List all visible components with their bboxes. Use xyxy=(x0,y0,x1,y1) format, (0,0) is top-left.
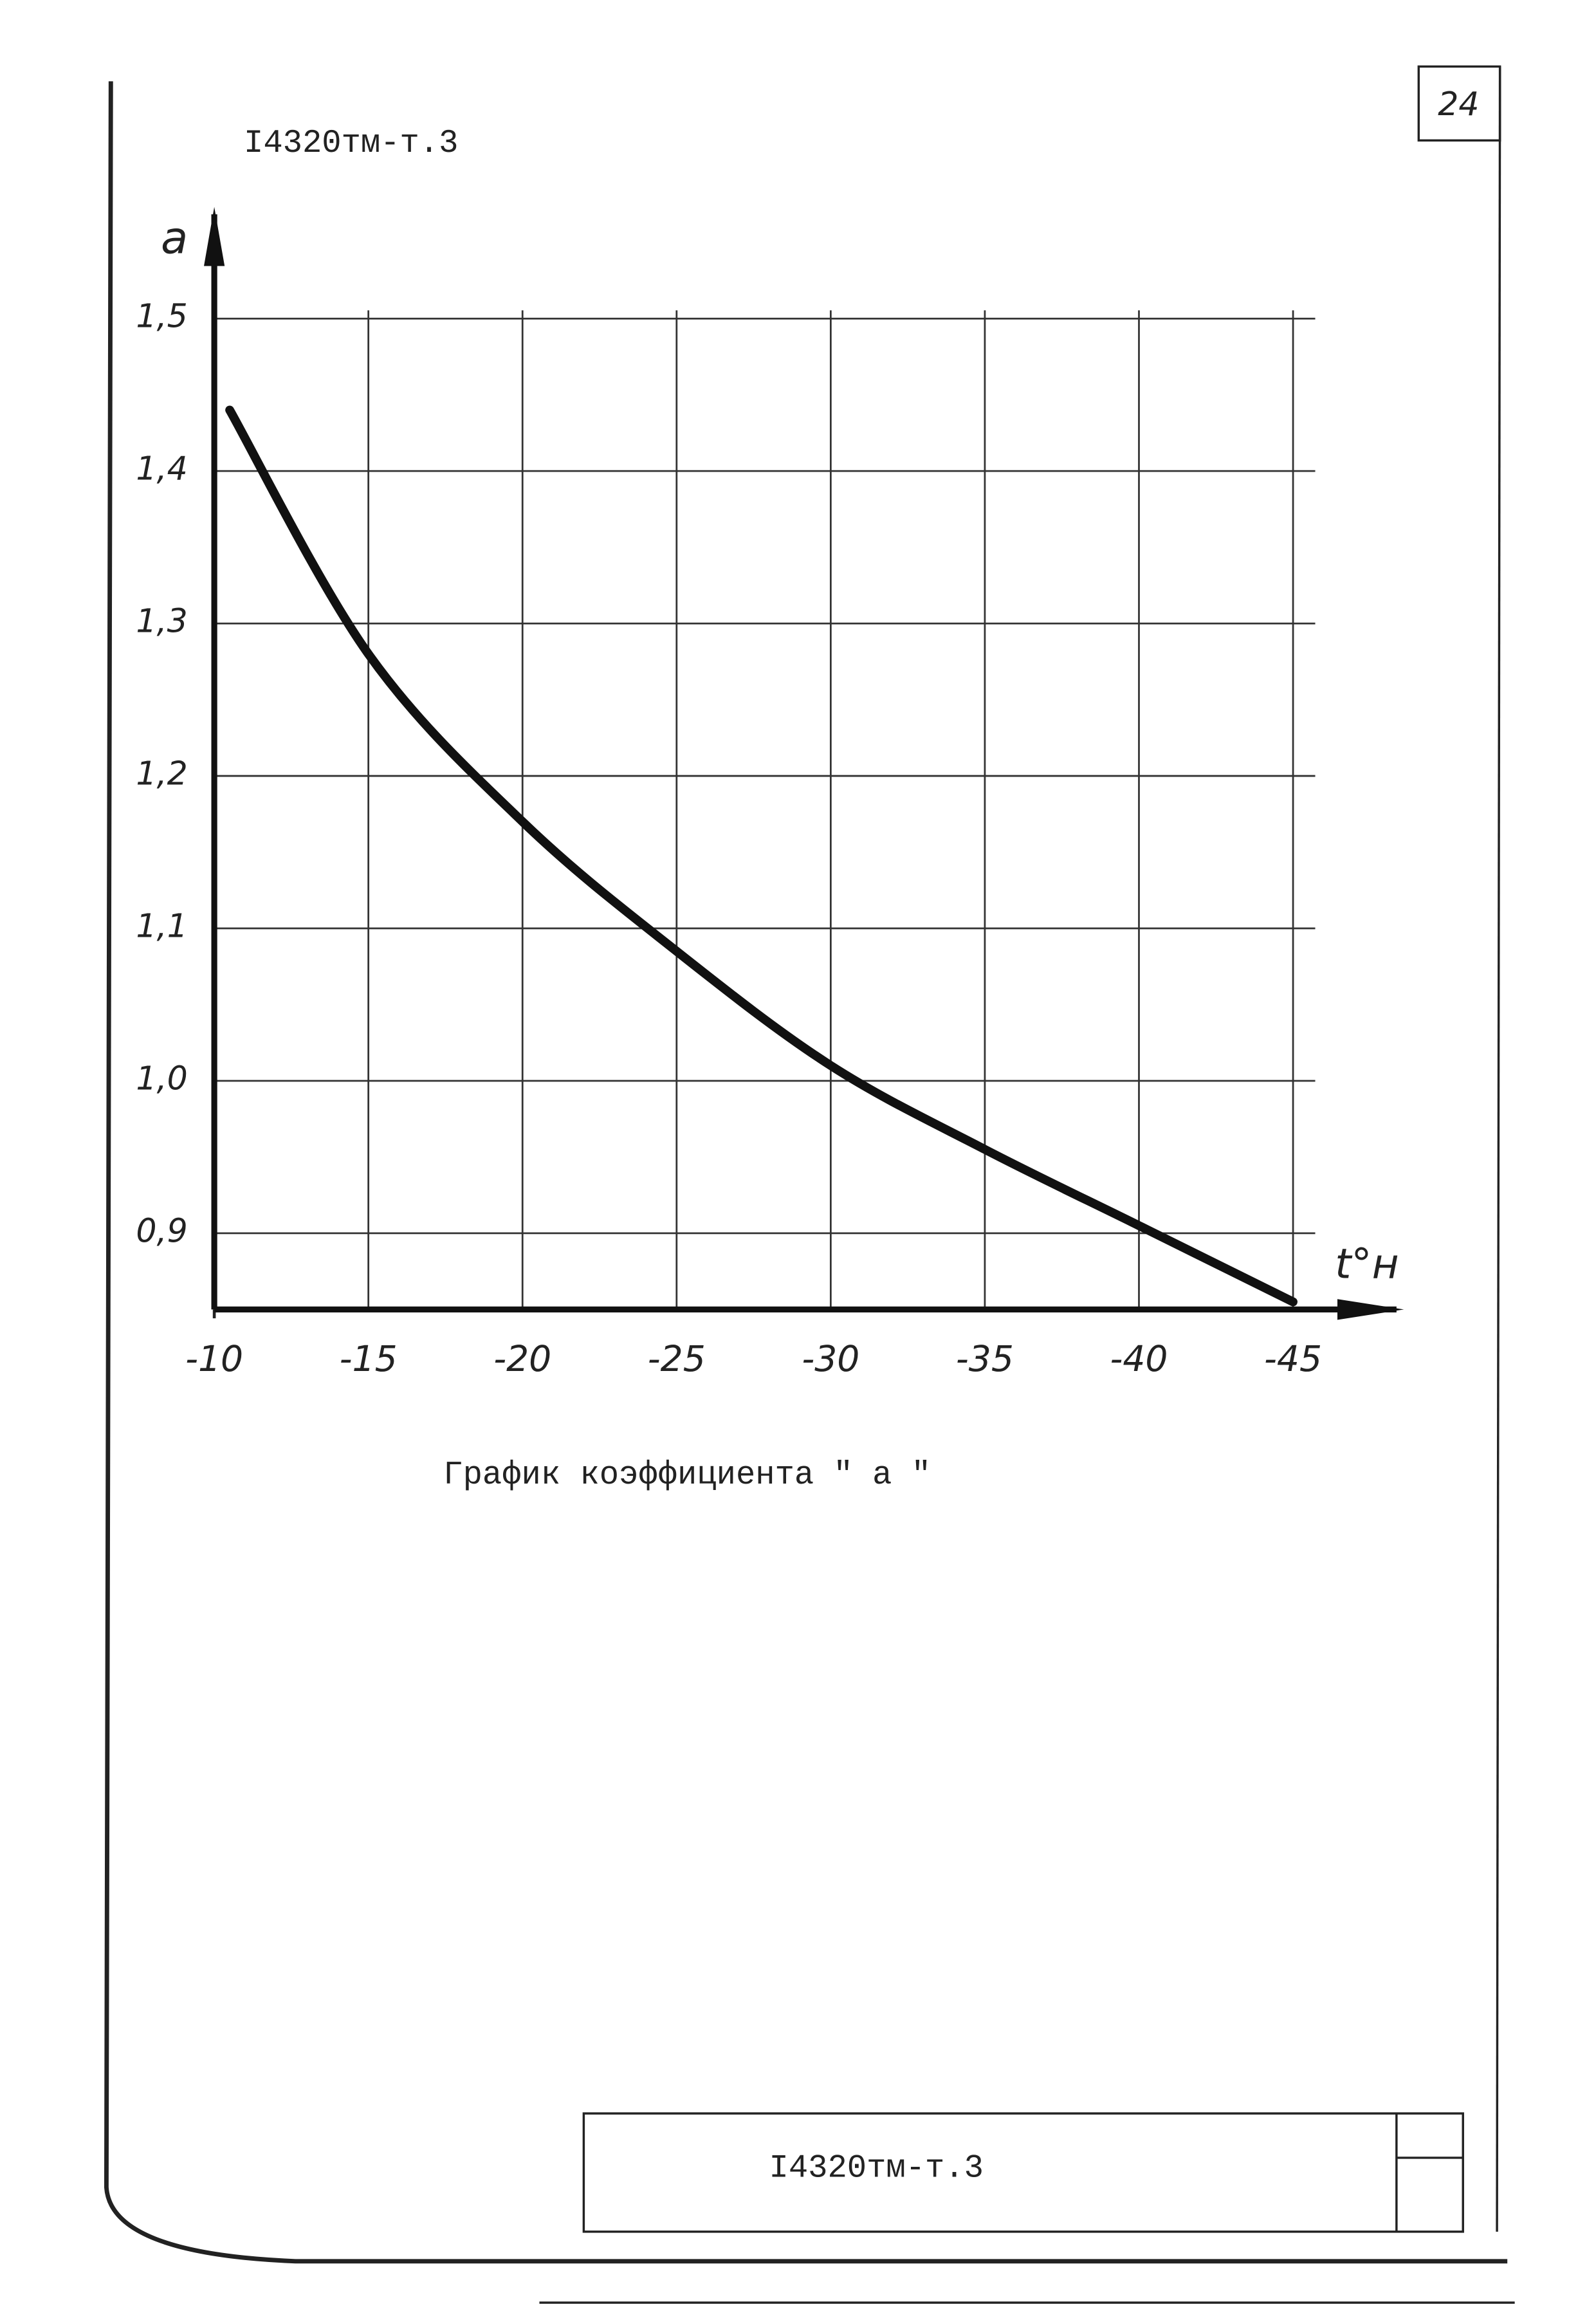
x-tick-label: -30 xyxy=(802,1339,859,1380)
y-tick-label: 1,1 xyxy=(136,907,187,945)
x-tick-label: -40 xyxy=(1110,1339,1168,1380)
curve xyxy=(225,405,1298,1307)
document-code: I4320тм-т.3 xyxy=(244,125,458,162)
y-axis-arrow xyxy=(204,207,225,266)
stamp-code: I4320тм-т.3 xyxy=(769,2150,984,2187)
frame-left xyxy=(104,81,1508,2264)
x-axis-label: t°н xyxy=(1335,1240,1399,1288)
x-tick-label: -45 xyxy=(1264,1339,1322,1380)
y-tick-label: 1,2 xyxy=(136,755,187,793)
y-tick-label: 1,4 xyxy=(136,450,187,488)
y-tick-label: 1,3 xyxy=(136,602,187,640)
frame xyxy=(104,65,1515,2304)
page-number: 24 xyxy=(1438,85,1479,123)
x-axis-arrow xyxy=(1337,1299,1404,1320)
x-tick-label: -35 xyxy=(956,1339,1014,1380)
page-number-box xyxy=(1417,65,1501,142)
y-axis-label: a xyxy=(161,212,188,264)
y-tick-label: 1,5 xyxy=(136,297,187,335)
plot: 0,9 1,0 1,1 1,2 1,3 1,4 1,5 -10 -15 -20 -25 -30 -35 -… xyxy=(136,207,1404,1380)
y-tick-label: 0,9 xyxy=(136,1211,187,1249)
x-tick-label: -15 xyxy=(340,1339,398,1380)
y-tick-label: 1,0 xyxy=(136,1059,187,1097)
x-tick-label: -25 xyxy=(648,1339,706,1380)
x-tick-label: -20 xyxy=(493,1339,551,1380)
stamp-box xyxy=(582,2112,1464,2233)
x-tick-label: -10 xyxy=(185,1339,243,1380)
chart-caption: График коэффициента " a " xyxy=(443,1457,931,1494)
frame-right xyxy=(1496,66,1501,2232)
